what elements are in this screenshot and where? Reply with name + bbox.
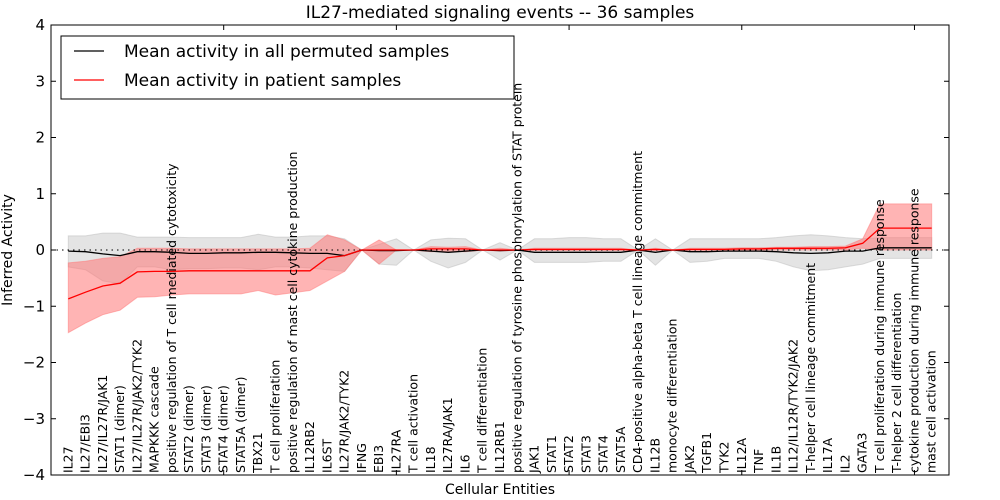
legend-label-permuted: Mean activity in all permuted samples xyxy=(124,42,449,62)
x-tick-label: IL12A xyxy=(734,437,749,473)
x-tick-label: cytokine production during immune respon… xyxy=(907,188,922,473)
x-tick-label: T cell activation xyxy=(406,374,421,474)
x-tick-label: STAT4 (dimer) xyxy=(216,385,231,473)
y-axis-label: Inferred Activity xyxy=(0,194,16,306)
x-tick-label: IL27 xyxy=(60,446,75,473)
x-tick-label: IL27R/JAK2/TYK2 xyxy=(337,370,352,473)
axis-ticks xyxy=(51,24,949,476)
x-tick-label: STAT1 xyxy=(544,435,559,473)
x-tick-label: STAT2 (dimer) xyxy=(181,385,196,473)
y-tick-label: −2 xyxy=(23,354,45,372)
x-tick-label: IL12RB2 xyxy=(302,421,317,473)
x-tick-label: STAT2 xyxy=(561,435,576,473)
x-tick-label: MAPKKK cascade xyxy=(147,366,162,473)
x-tick-label: TYK2 xyxy=(717,442,732,474)
patient-mean-line xyxy=(68,227,932,300)
y-tick-labels: −4 −3 −2 −1 0 1 2 3 4 xyxy=(23,16,45,484)
x-tick-label: GATA3 xyxy=(855,433,870,473)
x-tick-label: IL27/IL27R/JAK2/TYK2 xyxy=(129,339,144,473)
chart-title: IL27-mediated signaling events -- 36 sam… xyxy=(306,3,695,23)
x-tick-label: IL6 xyxy=(458,454,473,473)
x-tick-label: JAK1 xyxy=(527,445,542,474)
x-tick-label: IL27/EBI3 xyxy=(78,414,93,473)
y-tick-label: 2 xyxy=(35,129,45,147)
x-tick-label: positive regulation of T cell mediated c… xyxy=(164,163,179,473)
x-tick-label: IL12RB1 xyxy=(492,421,507,473)
x-tick-label: IL27RA xyxy=(388,429,403,473)
x-tick-label: STAT5A (dimer) xyxy=(233,377,248,473)
x-tick-label: IL27RA/JAK1 xyxy=(440,397,455,473)
x-tick-label: T-helper 2 cell differentiation xyxy=(889,293,904,474)
x-tick-label: positive regulation of tyrosine phosphor… xyxy=(509,83,524,473)
x-tick-label: IL2 xyxy=(837,454,852,473)
x-tick-label: IFNG xyxy=(354,443,369,473)
x-tick-label: STAT5A xyxy=(613,426,628,473)
x-tick-label: STAT4 xyxy=(596,435,611,473)
y-tick-label: 4 xyxy=(35,16,45,34)
x-tick-label: IL18 xyxy=(423,446,438,473)
x-axis-label: Cellular Entities xyxy=(445,482,555,498)
x-tick-label: TBX21 xyxy=(250,432,265,474)
x-tick-label: IL17A xyxy=(820,437,835,473)
x-tick-label: IL12/IL12R/TYK2/JAK2 xyxy=(786,339,801,473)
x-tick-label: CD4-positive alpha-beta T cell lineage c… xyxy=(630,151,645,473)
x-tick-label: EBI3 xyxy=(371,445,386,473)
x-tick-label: IL1B xyxy=(768,446,783,473)
x-tick-label: T-helper cell lineage commitment xyxy=(803,263,818,474)
x-tick-label: IL27/IL27R/JAK1 xyxy=(95,375,110,473)
y-tick-label: −1 xyxy=(23,297,45,315)
x-tick-label: STAT3 xyxy=(578,435,593,473)
y-tick-label: 1 xyxy=(35,185,45,203)
x-tick-label: STAT3 (dimer) xyxy=(198,385,213,473)
x-tick-label: T cell differentiation xyxy=(475,348,490,474)
x-tick-label: mast cell activation xyxy=(924,350,939,473)
y-tick-label: −3 xyxy=(23,410,45,428)
y-tick-label: 3 xyxy=(35,72,45,90)
legend-box xyxy=(60,35,515,100)
x-tick-label: JAK2 xyxy=(682,445,697,474)
x-tick-label: monocyte differentiation xyxy=(665,319,680,473)
x-tick-label: TNF xyxy=(751,449,766,474)
legend: Mean activity in all permuted samples Me… xyxy=(60,35,515,100)
x-tick-label: IL6ST xyxy=(319,438,334,473)
x-tick-label: positive regulation of mast cell cytokin… xyxy=(285,152,300,473)
legend-label-patient: Mean activity in patient samples xyxy=(124,71,401,91)
x-tick-labels: IL27 IL27/EBI3 IL27/IL27R/JAK1 STAT1 (dimer… xyxy=(60,83,938,474)
x-tick-label: STAT1 (dimer) xyxy=(112,385,127,473)
x-tick-label: TGFB1 xyxy=(699,432,714,474)
y-tick-label: 0 xyxy=(35,241,45,259)
x-tick-label: T cell proliferation during immune respo… xyxy=(872,199,887,474)
y-tick-label: −4 xyxy=(23,466,45,484)
lines-layer xyxy=(68,227,932,300)
x-tick-label: T cell proliferation xyxy=(268,360,283,474)
x-tick-label: IL12B xyxy=(647,438,662,473)
